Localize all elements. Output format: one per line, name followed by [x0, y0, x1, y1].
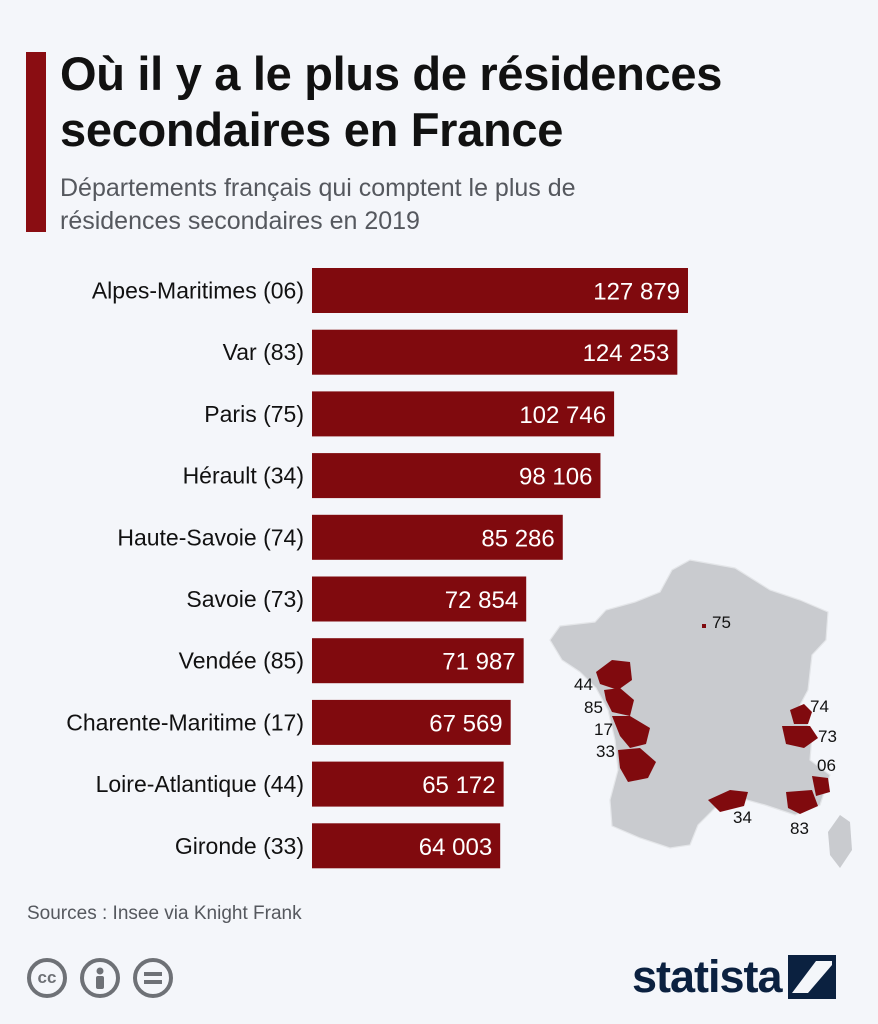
category-label: Vendée (85) [179, 648, 304, 674]
statista-wordmark: statista [632, 951, 783, 1002]
chart-subtitle: Départements français qui comptent le pl… [60, 174, 576, 235]
bar[interactable] [312, 576, 527, 622]
value-label: 98 106 [519, 464, 592, 491]
value-label: 124 253 [583, 340, 670, 367]
map-department-label: 34 [733, 808, 752, 827]
value-label: 64 003 [419, 834, 492, 861]
bar[interactable] [312, 514, 563, 560]
france-mainland [549, 559, 831, 849]
category-label: Paris (75) [204, 401, 304, 427]
category-label: Charente-Maritime (17) [66, 709, 304, 735]
statista-logo-icon [787, 955, 836, 999]
value-label: 71 987 [442, 649, 515, 676]
no-derivatives-icon[interactable] [133, 958, 173, 998]
bar[interactable] [312, 268, 688, 313]
dept-var-83 [786, 790, 818, 814]
category-label: Loire-Atlantique (44) [96, 771, 304, 797]
map-department-label: 85 [584, 698, 603, 717]
dept-gironde-33 [618, 748, 656, 782]
dept-herault-34 [708, 790, 748, 812]
map-department-label: 06 [817, 756, 836, 775]
map-department-label: 17 [594, 720, 613, 739]
category-label: Hérault (34) [183, 463, 304, 489]
chart-title: Où il y a le plus de résidences secondai… [60, 47, 723, 156]
bar[interactable] [312, 823, 501, 869]
dept-vendee-85 [604, 688, 634, 716]
value-label: 85 286 [481, 525, 554, 552]
category-label: Savoie (73) [186, 586, 304, 612]
dept-savoie-73 [782, 726, 818, 748]
map-department-label: 73 [818, 727, 837, 746]
dept-alpes-maritimes-06 [812, 776, 830, 796]
value-label: 127 879 [593, 279, 680, 306]
title-accent-bar [26, 52, 46, 232]
map-department-label: 83 [790, 819, 809, 838]
map-department-label: 74 [810, 697, 829, 716]
attribution-icon[interactable] [80, 958, 120, 998]
dept-charente-maritime-17 [612, 716, 650, 748]
bar[interactable] [312, 391, 615, 437]
creative-commons-icon[interactable]: cc [27, 958, 67, 998]
map-department-label: 33 [596, 742, 615, 761]
value-label: 67 569 [429, 710, 502, 737]
bar[interactable] [312, 699, 511, 745]
value-label: 72 854 [445, 587, 518, 614]
bar[interactable] [312, 638, 524, 684]
map-department-label: 75 [712, 613, 731, 632]
source-note: Sources : Insee via Knight Frank [27, 903, 302, 924]
corsica [828, 815, 852, 868]
category-label: Haute-Savoie (74) [117, 524, 304, 550]
bar[interactable] [312, 761, 504, 807]
bar[interactable] [312, 453, 601, 499]
value-label: 65 172 [422, 772, 495, 799]
dept-loire-atlantique-44 [596, 660, 632, 690]
statista-logo[interactable]: statista [632, 952, 836, 1002]
bar[interactable] [312, 329, 678, 375]
dept-paris-75 [702, 624, 706, 628]
category-label: Var (83) [223, 339, 304, 365]
dept-haute-savoie-74 [790, 704, 812, 724]
value-label: 102 746 [519, 402, 606, 429]
france-map: 75 44 85 17 33 74 73 06 34 83 [549, 559, 852, 868]
category-label: Gironde (33) [175, 833, 304, 859]
map-department-label: 44 [574, 675, 593, 694]
category-label: Alpes-Maritimes (06) [92, 278, 304, 304]
